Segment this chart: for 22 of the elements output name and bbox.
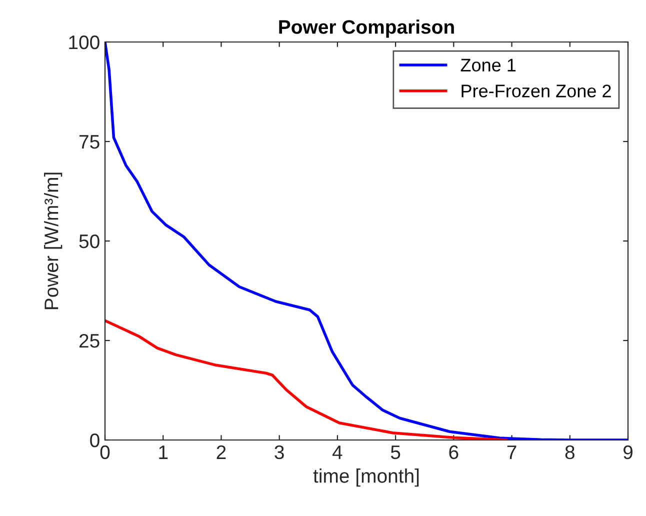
line-series <box>105 319 508 440</box>
x-tick-label: 2 <box>216 445 226 459</box>
chart-title: Power Comparison <box>279 20 454 38</box>
y-tick-label: 0 <box>90 433 100 448</box>
x-tick-label: 1 <box>159 446 168 459</box>
x-tick-label: 3 <box>274 445 284 460</box>
x-tick-label: 0 <box>100 445 110 460</box>
y-tick-label: 75 <box>80 135 100 149</box>
x-tick-label: 6 <box>449 445 458 460</box>
x-tick-label: 8 <box>565 445 574 460</box>
y-tick-label: 50 <box>79 234 100 248</box>
x-axis-title: time [month] <box>313 468 419 487</box>
x-tick-label: 4 <box>332 446 342 459</box>
line-series <box>105 42 628 440</box>
x-tick-label: 9 <box>624 445 632 460</box>
y-tick-label: 100 <box>69 35 100 50</box>
y-tick-label: 25 <box>79 334 100 348</box>
x-tick-label: 5 <box>390 446 400 460</box>
x-tick-label: 7 <box>507 446 516 459</box>
y-axis-title: Power [W/m³/m] <box>44 172 62 310</box>
legend-label: Pre-Frozen Zone 2 <box>462 84 611 98</box>
legend-label: Zone 1 <box>460 58 516 72</box>
